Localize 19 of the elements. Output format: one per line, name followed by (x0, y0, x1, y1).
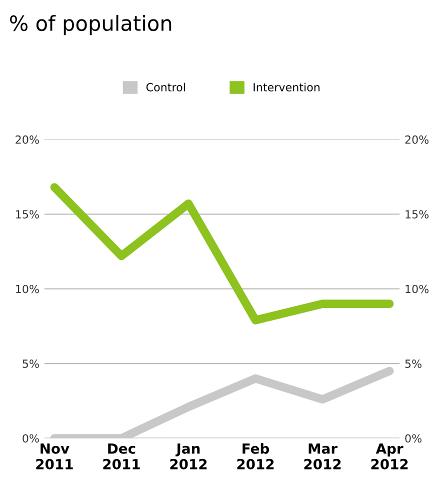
x-tick-label: Jan 2012 (170, 444, 207, 470)
y2-tick-label: 15% (406, 210, 429, 219)
x-tick-label: Nov 2011 (36, 444, 73, 470)
y2-tick-label: 5% (405, 360, 422, 368)
y-tick-label: 15% (16, 210, 39, 219)
legend-label: Control (146, 82, 185, 92)
x-tick-label: Feb 2012 (237, 443, 274, 470)
y2-tick-label: 20% (405, 135, 429, 144)
x-tick-label: Dec 2011 (103, 444, 140, 470)
y2-tick-label: 0% (405, 434, 422, 443)
legend-label: Intervention (254, 82, 320, 92)
x-tick-label: Mar 2012 (304, 444, 341, 470)
y2-tick-label: 10% (406, 284, 429, 294)
y-tick-label: 0% (22, 434, 39, 443)
x-tick-label: Apr 2012 (371, 444, 408, 470)
y-tick-label: 10% (16, 284, 39, 294)
y-tick-label: 20% (16, 135, 39, 144)
y-tick-label: 5% (22, 360, 39, 368)
chart-title: % of population (10, 14, 172, 36)
